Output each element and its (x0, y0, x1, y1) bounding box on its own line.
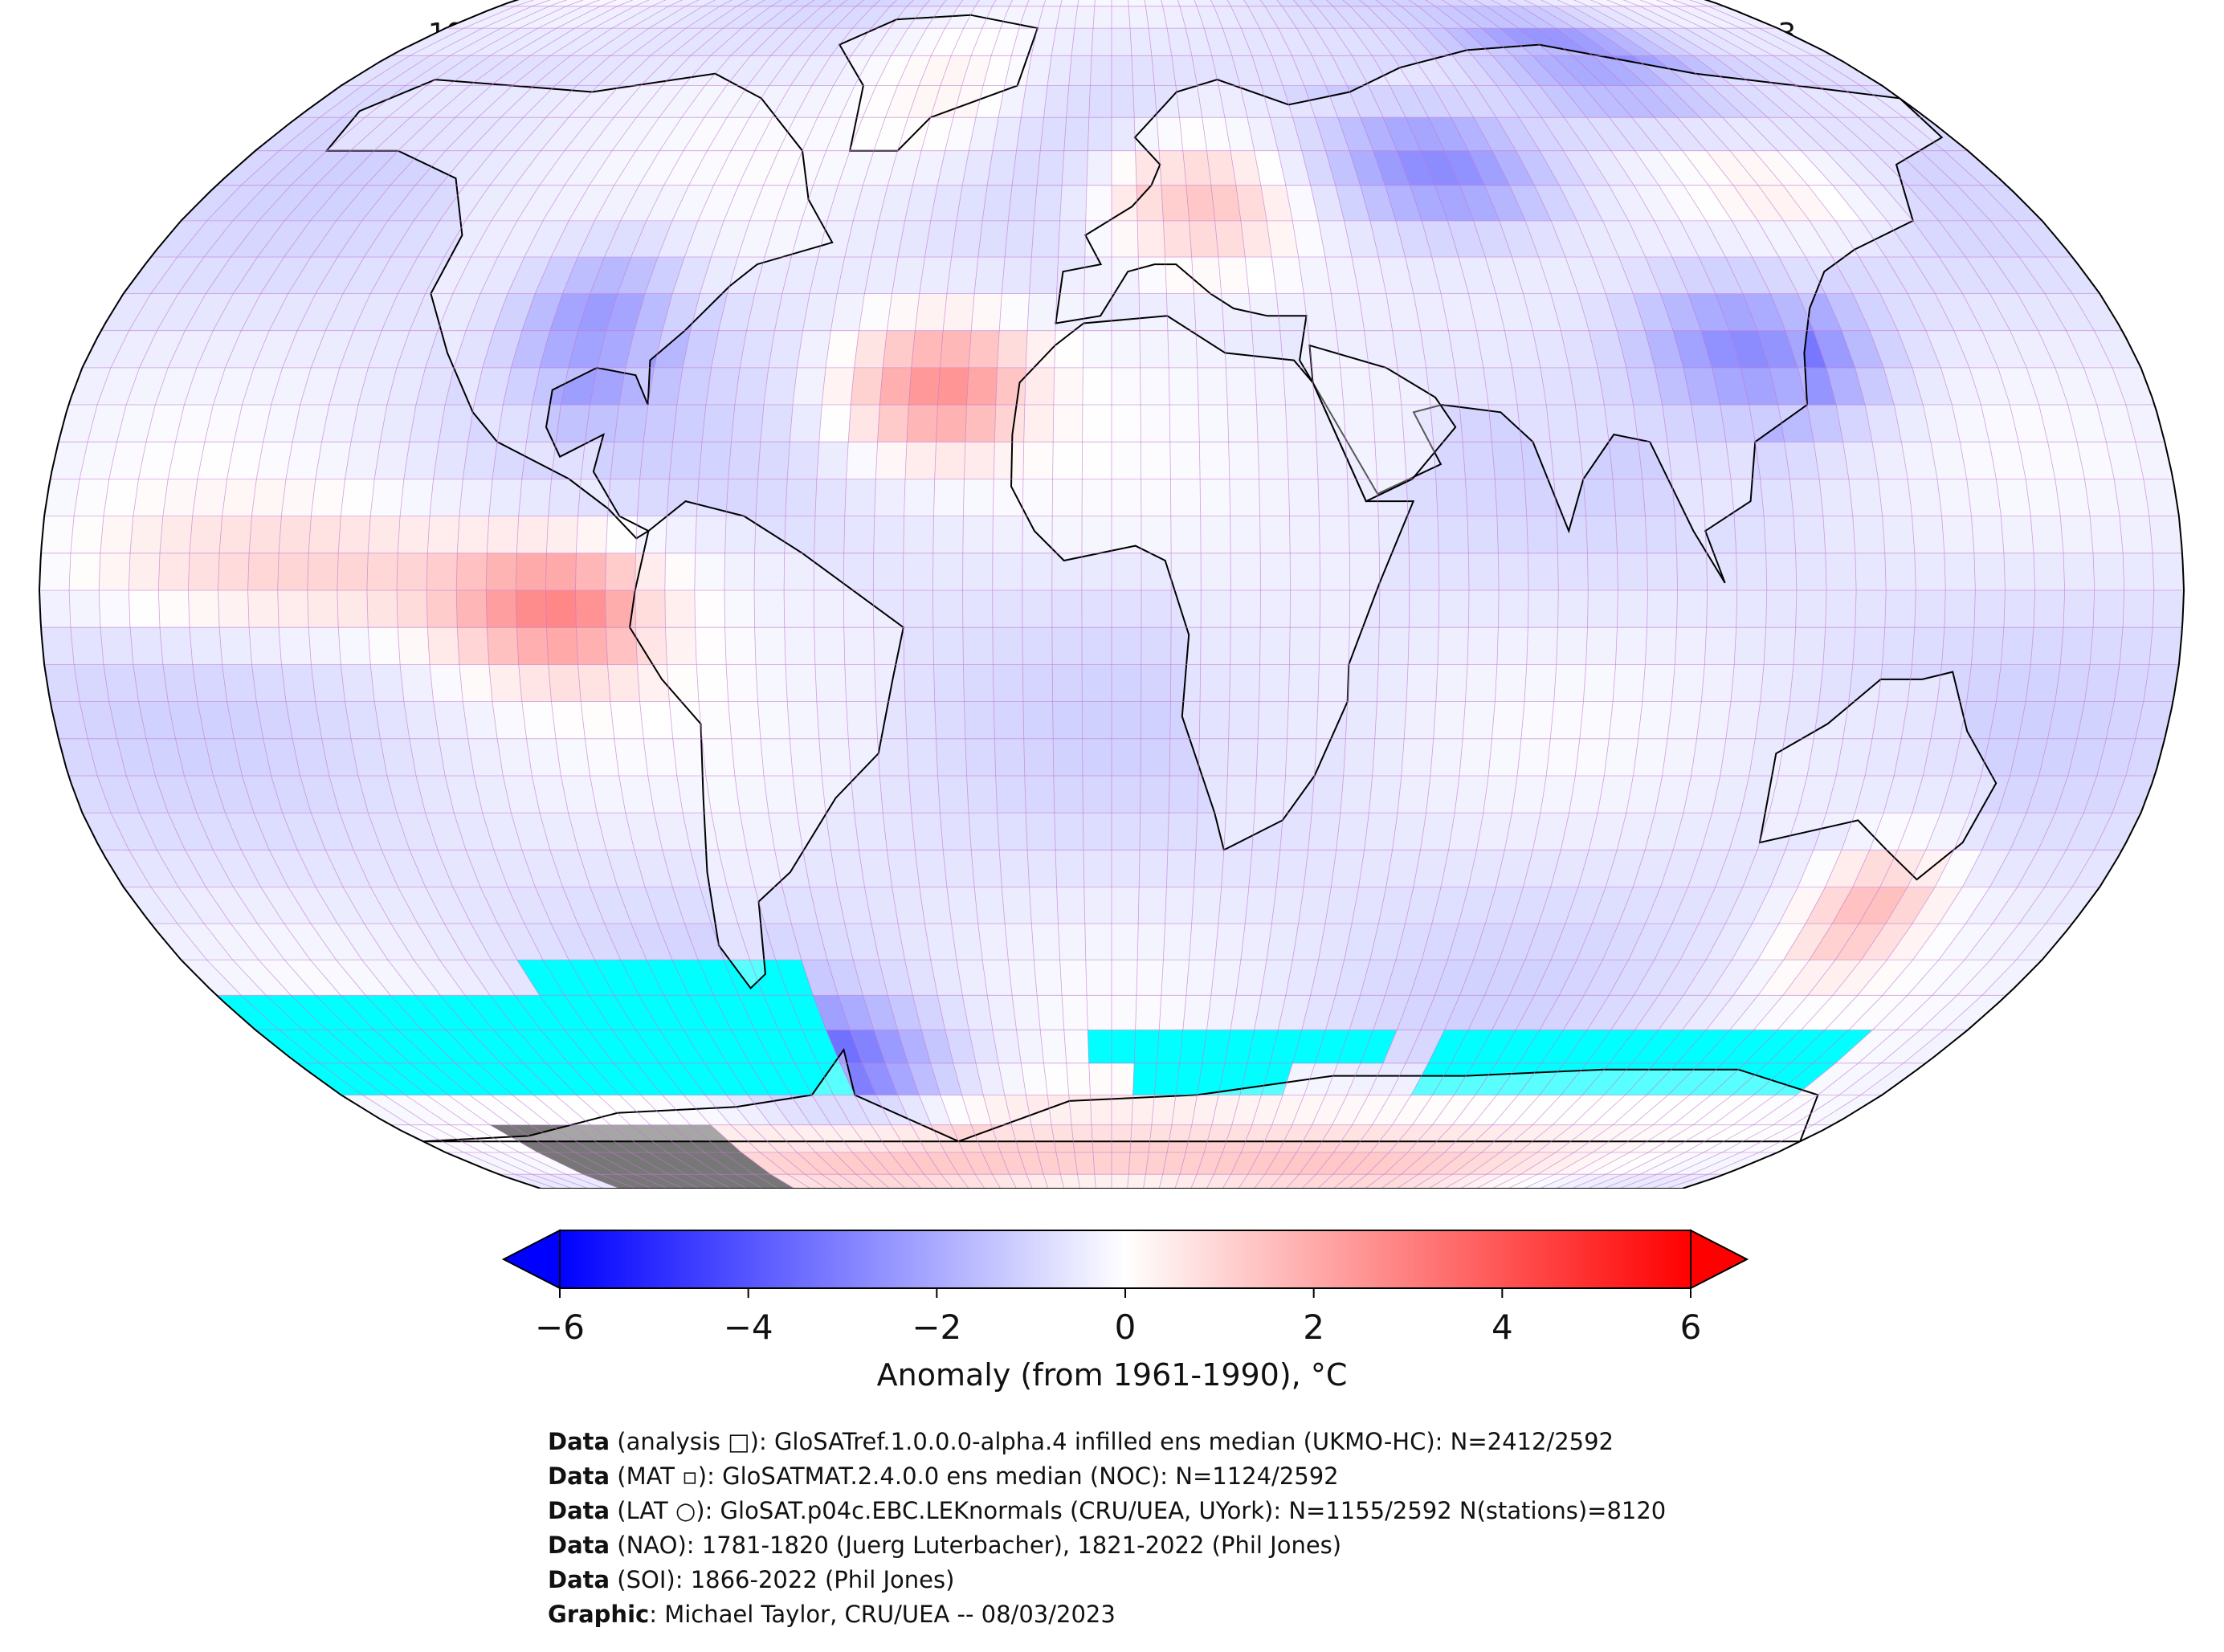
credit-line: Data (analysis □): GloSATref.1.0.0.0-alp… (548, 1428, 1614, 1455)
colorbar-tick-label: 2 (1303, 1307, 1325, 1347)
colorbar-tick-label: 0 (1114, 1307, 1136, 1347)
credit-line: Data (LAT ○): GloSAT.p04c.EBC.LEKnormals… (548, 1497, 1667, 1524)
colorbar-tick-label: −6 (535, 1307, 585, 1347)
colorbar-extend-high (1690, 1229, 1749, 1290)
credit-line: Data (MAT ▫): GloSATMAT.2.4.0.0 ens medi… (548, 1462, 1339, 1490)
credits-block: Data (analysis □): GloSATref.1.0.0.0-alp… (548, 1425, 1666, 1632)
credit-line: Data (NAO): 1781-1820 (Juerg Luterbacher… (548, 1532, 1342, 1559)
colorbar-tick-label: −4 (723, 1307, 773, 1347)
credit-line: Graphic: Michael Taylor, CRU/UEA -- 08/0… (548, 1601, 1116, 1628)
colorbar-label: Anomaly (from 1961-1990), °C (876, 1357, 1348, 1393)
colorbar-tick-label: 6 (1679, 1307, 1702, 1347)
colorbar-tick-label: −2 (912, 1307, 962, 1347)
anomaly-map (38, 0, 2185, 1189)
colorbar-extend-low (501, 1229, 561, 1290)
colorbar-tick-label: 4 (1491, 1307, 1513, 1347)
colorbar-body (559, 1230, 1691, 1289)
colorbar (501, 1229, 1749, 1298)
credit-line: Data (SOI): 1866-2022 (Phil Jones) (548, 1566, 955, 1593)
